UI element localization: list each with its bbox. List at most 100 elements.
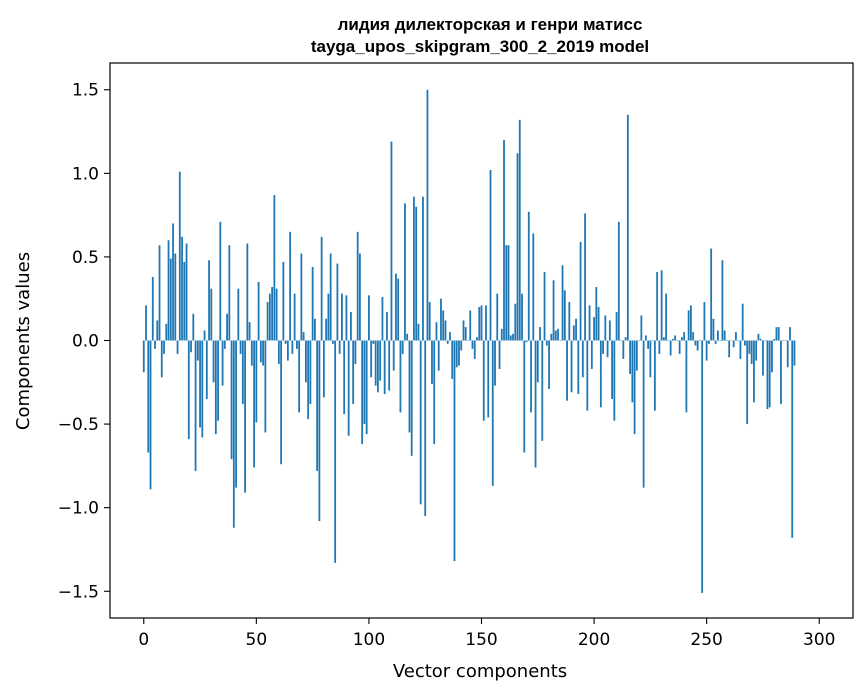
- chart-title-line2: tayga_upos_skipgram_300_2_2019 model: [311, 37, 649, 56]
- bar: [232, 340, 235, 528]
- y-tick-label: 0.0: [72, 332, 99, 352]
- bar: [541, 340, 544, 441]
- bar: [786, 340, 789, 368]
- x-tick-label: 300: [803, 630, 835, 650]
- bar: [728, 340, 731, 358]
- bar: [699, 340, 701, 341]
- bar: [455, 340, 458, 368]
- bar: [458, 340, 460, 366]
- bar: [554, 330, 557, 341]
- bar: [199, 340, 201, 428]
- bar: [437, 340, 440, 371]
- bar: [764, 340, 767, 341]
- bar: [248, 322, 251, 341]
- bar: [338, 340, 341, 354]
- bar: [388, 340, 391, 391]
- x-axis-label: Vector components: [393, 661, 567, 682]
- bar: [552, 280, 555, 341]
- bar: [525, 340, 528, 343]
- bar: [757, 333, 760, 341]
- bar: [163, 340, 165, 354]
- bar: [433, 340, 436, 445]
- bar: [548, 340, 550, 389]
- y-axis-label: Components values: [13, 252, 34, 430]
- bar: [683, 332, 686, 341]
- bar: [491, 340, 494, 486]
- bar: [577, 340, 580, 394]
- x-tick-label: 250: [690, 630, 722, 650]
- bar: [717, 330, 719, 341]
- bar: [678, 340, 681, 354]
- bar: [350, 312, 352, 341]
- bar: [644, 335, 647, 341]
- bar: [399, 340, 402, 413]
- bar: [185, 243, 188, 341]
- x-axis-ticks: 0 50 100 150 200 250 300: [138, 618, 835, 650]
- bar: [235, 340, 237, 488]
- bar: [300, 253, 303, 341]
- bar-series: [142, 89, 796, 593]
- bar: [239, 340, 242, 354]
- y-tick-label: −1.0: [58, 499, 99, 519]
- bar: [352, 340, 355, 405]
- bar: [217, 340, 219, 421]
- bar: [464, 327, 467, 341]
- bar: [374, 340, 377, 386]
- bar: [404, 203, 406, 341]
- bar: [417, 323, 420, 341]
- bar: [451, 340, 454, 379]
- bar: [719, 340, 722, 341]
- bar: [329, 253, 332, 341]
- bar: [482, 340, 485, 421]
- bar: [318, 340, 321, 522]
- bar: [167, 240, 170, 341]
- bar: [771, 340, 773, 373]
- bar: [453, 340, 456, 562]
- bar: [284, 340, 287, 344]
- bar: [748, 340, 751, 354]
- bar: [559, 340, 562, 341]
- bar: [640, 315, 643, 341]
- bar: [701, 340, 704, 593]
- y-tick-label: 1.0: [72, 164, 99, 184]
- bar: [264, 340, 267, 433]
- bar: [741, 303, 744, 341]
- bar: [176, 340, 179, 354]
- bar: [311, 266, 314, 341]
- bar: [784, 340, 787, 341]
- bar: [156, 320, 159, 341]
- bar: [487, 340, 490, 418]
- bar: [696, 340, 699, 351]
- bar: [154, 340, 156, 349]
- bar: [750, 340, 753, 364]
- bar: [327, 293, 330, 341]
- bar: [471, 340, 474, 349]
- bar: [773, 338, 776, 341]
- bar: [160, 340, 163, 378]
- bar: [642, 340, 645, 488]
- bar: [210, 288, 213, 341]
- bar: [737, 340, 740, 341]
- bar: [595, 287, 598, 341]
- bar: [347, 340, 350, 436]
- bar: [658, 340, 661, 354]
- y-tick-label: 1.5: [72, 81, 99, 101]
- bar: [521, 293, 523, 341]
- bar: [782, 340, 785, 341]
- bar: [494, 340, 496, 386]
- bar: [158, 245, 161, 341]
- bar: [550, 333, 553, 341]
- bar: [223, 340, 226, 349]
- bar: [372, 340, 375, 344]
- y-tick-label: 0.5: [72, 248, 99, 268]
- bar: [622, 340, 625, 359]
- bar: [174, 253, 177, 341]
- bar: [381, 297, 384, 341]
- bar: [536, 340, 539, 383]
- bar: [766, 340, 769, 410]
- bar: [365, 340, 368, 435]
- bar: [449, 332, 451, 341]
- bar: [237, 288, 240, 341]
- bar: [426, 89, 429, 341]
- bar: [415, 206, 418, 341]
